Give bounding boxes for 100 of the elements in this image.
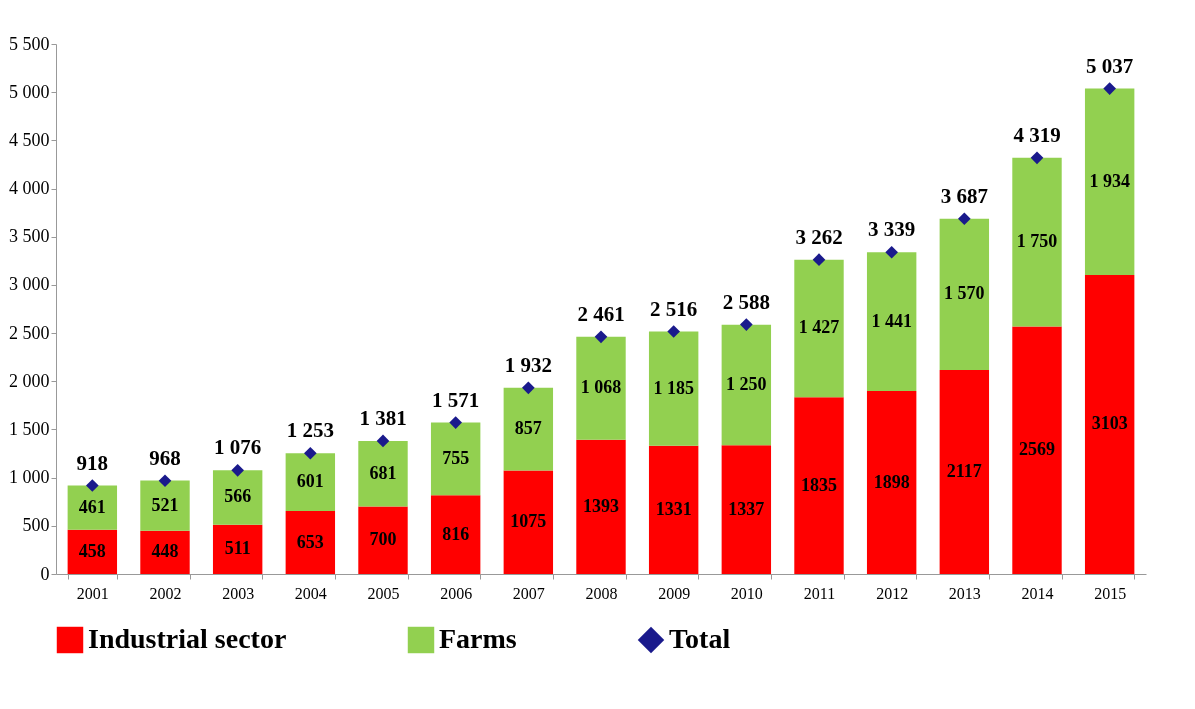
data-label: 1898 [873,471,910,492]
bar [285,511,336,574]
data-label: 1 441 [871,310,912,331]
bar [721,445,772,574]
data-label: 1 250 [726,373,767,394]
y-tick-label: 1 000 [9,467,50,488]
legend-label: Total [669,623,731,654]
y-tick-label: 2 000 [9,370,50,391]
bar [576,439,626,574]
bar [794,397,844,574]
x-tick-label: 2010 [730,584,763,602]
data-label: 521 [151,494,179,515]
point [1030,151,1044,165]
data-label: 601 [296,471,324,492]
bar [430,495,481,574]
data-label: 3 339 [868,217,916,242]
y-tick-label: 5 000 [9,81,50,102]
x-tick-label: 2004 [294,584,327,602]
data-label: 3103 [1091,413,1128,434]
point [812,253,826,266]
point [376,434,390,448]
point [1103,82,1116,95]
y-tick-label: 1 500 [9,418,50,439]
data-label: 1835 [801,474,837,495]
bar [576,336,626,440]
data-label: 2 588 [722,289,770,314]
point [231,463,244,477]
bar [794,259,844,398]
bar [866,391,917,574]
x-tick-label: 2012 [876,584,909,602]
data-label: 1075 [510,511,547,532]
data-label: 2569 [1019,439,1055,460]
x-tick-label: 2014 [1021,584,1054,602]
data-label: 458 [78,540,106,561]
x-tick-label: 2008 [585,584,618,602]
bar [1084,274,1135,574]
x-tick-label: 2006 [440,584,473,602]
data-label: 5 037 [1086,53,1134,78]
y-tick-label: 3 500 [9,226,50,247]
bar [140,530,190,574]
bar [358,506,408,574]
point [594,330,608,344]
data-label: 1 185 [653,377,694,398]
bar [503,387,554,471]
point [86,479,99,492]
data-label: 461 [78,496,106,517]
point [304,446,317,460]
bar [1012,326,1062,574]
bar [866,252,917,392]
data-label: 1 253 [286,418,334,443]
legend-label: Farms [439,623,517,654]
bar [721,324,772,446]
point [449,416,462,429]
bar [358,440,408,507]
y-tick-label: 5 500 [9,33,50,54]
data-label: 2117 [946,461,982,481]
x-tick-label: 2002 [149,584,182,602]
data-label: 1 571 [432,387,480,412]
point [958,212,971,226]
data-label: 2 516 [650,296,698,321]
point [885,245,898,259]
data-label: 1 427 [798,317,840,338]
bar [939,370,990,574]
bar [1084,88,1135,275]
point [158,474,172,488]
x-tick-label: 2003 [222,584,255,602]
bar [140,480,190,531]
bar [503,470,554,574]
y-tick-label: 2 500 [9,322,50,343]
x-tick-label: 2011 [803,584,836,602]
bar [648,445,699,574]
y-tick-label: 0 [40,563,50,584]
bar [285,453,336,512]
data-label: 4 319 [1013,122,1061,147]
x-tick-label: 2015 [1094,584,1127,602]
x-tick-label: 2007 [512,584,545,602]
data-label: 1 570 [944,283,985,304]
x-tick-label: 2013 [948,584,981,602]
data-label: 681 [369,462,397,483]
data-label: 1 076 [214,435,262,460]
data-label: 700 [369,529,397,550]
y-tick-label: 500 [22,515,50,536]
data-label: 968 [149,445,181,470]
bar [212,524,263,574]
data-label: 816 [442,523,470,544]
data-label: 566 [224,486,252,507]
data-label: 511 [224,538,251,559]
data-label: 1393 [583,495,619,516]
point [522,381,535,395]
bar [430,422,481,496]
x-tick-label: 2009 [658,584,691,602]
data-label: 2 461 [577,301,625,326]
point [667,325,680,338]
bar [939,218,990,370]
data-label: 3 687 [940,183,988,208]
data-label: 653 [296,531,324,552]
y-tick-label: 4 500 [9,129,50,150]
data-label: 1331 [655,498,692,519]
data-label: 1337 [728,498,765,519]
x-tick-label: 2005 [367,584,400,602]
